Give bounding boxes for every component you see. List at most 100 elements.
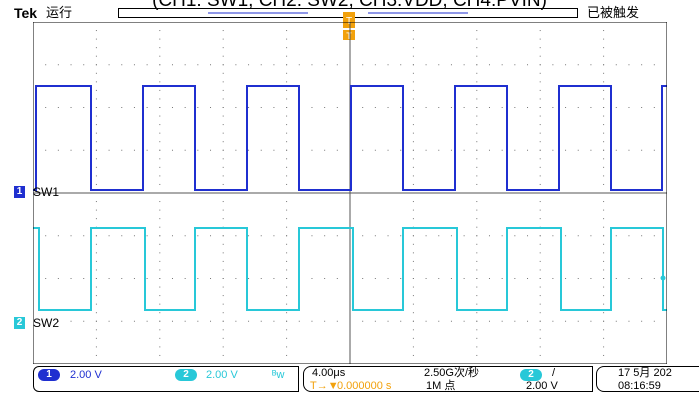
- grid-dot: [603, 201, 605, 203]
- grid-dot: [412, 141, 414, 143]
- grid-dot: [387, 107, 389, 108]
- grid-dot: [286, 166, 288, 168]
- grid-dot: [615, 107, 617, 108]
- grid-dot: [95, 81, 97, 83]
- grid-dot: [146, 320, 148, 322]
- grid-dot: [95, 132, 97, 134]
- grid-dot: [603, 226, 605, 228]
- grid-dot: [83, 64, 85, 66]
- grid-dot: [57, 149, 59, 151]
- ch2-indicator[interactable]: 2: [175, 369, 197, 381]
- grid-dot: [463, 149, 465, 151]
- grid-dot: [222, 218, 224, 220]
- grid-dot: [159, 47, 161, 49]
- grid-dot: [412, 252, 414, 254]
- grid-dot: [501, 64, 503, 66]
- grid-dot: [159, 295, 161, 297]
- grid-dot: [298, 320, 300, 322]
- grid-dot: [425, 235, 427, 237]
- grid-dot: [412, 346, 414, 348]
- grid-dot: [641, 235, 643, 237]
- trigger-channel-indicator[interactable]: 2: [520, 369, 542, 381]
- grid-dot: [412, 98, 414, 100]
- grid-dot: [603, 183, 605, 185]
- grid-dot: [286, 269, 288, 271]
- grid-dot: [476, 329, 478, 331]
- grid-dot: [95, 320, 97, 322]
- grid-dot: [159, 115, 161, 117]
- grid-dot: [412, 124, 414, 126]
- grid-dot: [476, 286, 478, 288]
- grid-dot: [539, 295, 541, 297]
- grid-dot: [95, 337, 97, 339]
- grid-dot: [184, 149, 186, 151]
- grid-dot: [95, 243, 97, 245]
- grid-dot: [286, 303, 288, 305]
- grid-dot: [590, 278, 592, 279]
- grid-dot: [476, 98, 478, 100]
- grid-dot: [425, 107, 427, 108]
- grid-dot: [488, 320, 490, 322]
- grid-dot: [476, 260, 478, 262]
- grid-dot: [476, 337, 478, 339]
- grid-dot: [412, 149, 414, 151]
- grid-dot: [539, 329, 541, 331]
- grid-dot: [603, 47, 605, 49]
- grid-dot: [412, 81, 414, 83]
- grid-dot: [159, 107, 161, 108]
- grid-dot: [95, 166, 97, 168]
- grid-dot: [412, 183, 414, 185]
- grid-dot: [653, 278, 655, 279]
- trigger-position: 0.000000 s: [337, 380, 392, 392]
- ch1-indicator[interactable]: 1: [38, 369, 60, 381]
- svg-text:T: T: [346, 31, 352, 40]
- grid-dot: [298, 64, 300, 66]
- grid-dot: [95, 55, 97, 57]
- grid-dot: [565, 107, 567, 108]
- grid-dot: [222, 235, 224, 237]
- grid-dot: [514, 149, 516, 151]
- grid-dot: [438, 278, 440, 279]
- grid-dot: [527, 320, 529, 322]
- trigger-level: 2.00 V: [526, 380, 558, 392]
- grid-dot: [45, 320, 47, 322]
- grid-dot: [412, 72, 414, 74]
- grid-dot: [248, 149, 250, 151]
- grid-dot: [438, 235, 440, 237]
- grid-dot: [552, 278, 554, 279]
- grid-dot: [628, 64, 630, 66]
- horizontal-settings-panel[interactable]: [303, 366, 593, 392]
- grid-dot: [501, 235, 503, 237]
- grid-dot: [286, 141, 288, 143]
- grid-dot: [450, 64, 452, 66]
- grid-dot: [311, 107, 313, 108]
- grid-dot: [286, 115, 288, 117]
- grid-dot: [336, 235, 338, 237]
- grid-dot: [412, 47, 414, 49]
- grid-dot: [539, 209, 541, 211]
- ch2-position-marker[interactable]: 2: [14, 317, 25, 329]
- grid-dot: [222, 320, 224, 322]
- grid-dot: [425, 320, 427, 322]
- vertical-settings-panel[interactable]: [33, 366, 299, 392]
- grid-dot: [159, 303, 161, 305]
- grid-dot: [159, 72, 161, 74]
- grid-dot: [539, 166, 541, 168]
- grid-dot: [95, 218, 97, 220]
- grid-dot: [286, 38, 288, 40]
- grid-dot: [95, 30, 97, 32]
- grid-dot: [108, 235, 110, 237]
- grid-dot: [159, 312, 161, 314]
- grid-dot: [615, 320, 617, 322]
- grid-dot: [412, 89, 414, 91]
- grid-dot: [210, 107, 212, 108]
- grid-dot: [488, 235, 490, 237]
- grid-dot: [476, 72, 478, 74]
- grid-dot: [222, 346, 224, 348]
- ch1-position-marker[interactable]: 1: [14, 186, 25, 198]
- grid-dot: [603, 320, 605, 322]
- waveform-display[interactable]: [33, 22, 667, 364]
- grid-dot: [273, 235, 275, 237]
- grid-dot: [210, 278, 212, 279]
- grid-dot: [273, 149, 275, 151]
